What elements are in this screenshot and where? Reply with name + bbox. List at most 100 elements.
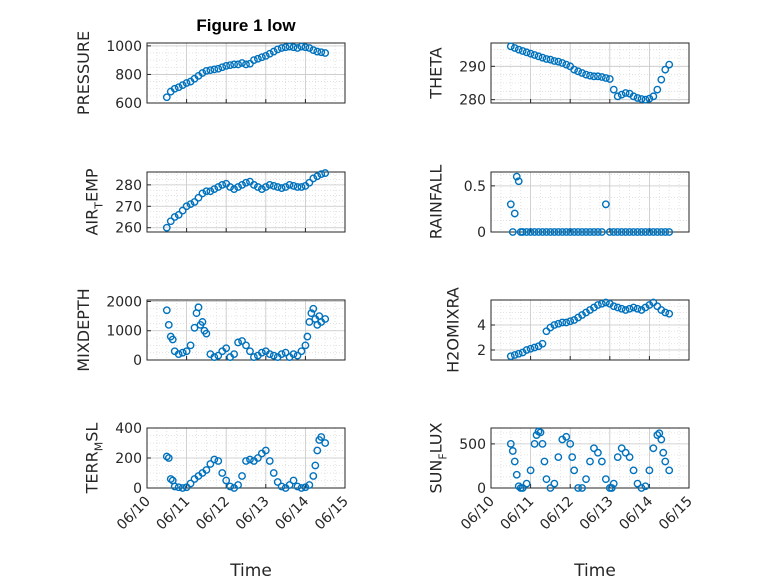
y-axis-label: SUNFLUX bbox=[427, 422, 450, 493]
data-point bbox=[661, 228, 670, 236]
data-point bbox=[558, 318, 567, 327]
data-point bbox=[238, 59, 246, 67]
data-point bbox=[253, 54, 262, 63]
x-tick-label: 06/10 bbox=[114, 494, 154, 534]
data-point bbox=[645, 94, 654, 103]
y-axis-label: PRESSURE bbox=[74, 31, 93, 115]
data-point bbox=[518, 228, 527, 236]
y-tick-label: 1000 bbox=[106, 39, 142, 55]
data-point bbox=[578, 484, 586, 492]
x-tick-label: 06/13 bbox=[577, 494, 617, 534]
data-point bbox=[246, 59, 254, 68]
data-point bbox=[534, 52, 543, 61]
data-point bbox=[206, 66, 215, 75]
data-point bbox=[582, 70, 590, 79]
data-point bbox=[514, 349, 523, 358]
data-point bbox=[649, 444, 658, 453]
data-point bbox=[601, 298, 610, 307]
data-point bbox=[293, 351, 302, 360]
axes-box bbox=[490, 427, 690, 489]
data-point bbox=[542, 228, 551, 236]
data-point bbox=[554, 319, 563, 328]
data-point bbox=[313, 172, 322, 181]
data-point bbox=[657, 75, 666, 84]
data-point bbox=[261, 446, 270, 455]
x-tick-label: 06/13 bbox=[233, 494, 273, 534]
data-point bbox=[594, 448, 602, 457]
x-axis-label: Time bbox=[229, 561, 272, 581]
axes-box bbox=[146, 171, 346, 233]
data-point bbox=[510, 44, 519, 52]
data-point bbox=[265, 350, 274, 359]
data-point bbox=[621, 448, 630, 457]
data-point bbox=[597, 299, 606, 308]
data-point bbox=[542, 55, 551, 63]
data-point bbox=[512, 470, 521, 479]
data-point bbox=[629, 303, 638, 312]
data-point bbox=[321, 49, 330, 57]
data-point bbox=[186, 479, 195, 488]
data-point bbox=[657, 435, 666, 444]
y-tick-label: 500 bbox=[459, 437, 486, 453]
data-point bbox=[554, 228, 563, 236]
data-point bbox=[609, 302, 618, 311]
data-point bbox=[526, 466, 535, 475]
data-point bbox=[226, 61, 235, 70]
data-point bbox=[202, 466, 211, 474]
data-point bbox=[661, 65, 670, 74]
data-point bbox=[321, 169, 330, 177]
data-point bbox=[250, 180, 258, 189]
data-point bbox=[653, 228, 662, 236]
data-point bbox=[633, 304, 642, 313]
data-point bbox=[542, 475, 551, 484]
data-point bbox=[317, 433, 326, 441]
data-point bbox=[566, 439, 575, 448]
data-point bbox=[202, 329, 211, 338]
data-point bbox=[594, 72, 602, 81]
data-point bbox=[570, 228, 579, 236]
axes-box bbox=[490, 42, 690, 104]
data-point bbox=[297, 484, 306, 492]
data-point bbox=[273, 478, 282, 486]
y-tick-label: 0 bbox=[133, 353, 142, 369]
data-point bbox=[305, 318, 314, 326]
data-point bbox=[214, 457, 223, 465]
x-tick-label: 06/12 bbox=[193, 494, 233, 534]
data-point bbox=[297, 183, 306, 191]
data-point bbox=[253, 183, 262, 191]
data-point bbox=[605, 75, 614, 83]
data-point bbox=[190, 323, 199, 332]
data-point bbox=[590, 72, 598, 81]
data-point bbox=[265, 457, 274, 465]
data-point bbox=[506, 352, 515, 361]
data-point bbox=[568, 453, 577, 462]
data-point bbox=[617, 228, 626, 236]
data-point bbox=[230, 350, 239, 359]
x-tick-label: 06/10 bbox=[458, 494, 498, 534]
data-point bbox=[526, 49, 535, 58]
data-point bbox=[613, 92, 622, 101]
data-point bbox=[198, 189, 207, 198]
data-point bbox=[162, 93, 171, 102]
data-point bbox=[190, 198, 199, 206]
data-point bbox=[536, 428, 545, 437]
data-point bbox=[297, 347, 306, 356]
data-point bbox=[653, 431, 662, 439]
data-point bbox=[321, 439, 330, 447]
data-point bbox=[621, 228, 630, 236]
y-tick-label: 0.5 bbox=[464, 179, 486, 195]
x-tick-label: 06/15 bbox=[312, 494, 352, 534]
y-axis-label: THETA bbox=[427, 47, 446, 99]
axes-box bbox=[490, 171, 690, 233]
data-point bbox=[665, 60, 674, 69]
y-tick-label: 290 bbox=[459, 59, 486, 75]
data-point bbox=[317, 170, 326, 179]
data-point bbox=[594, 228, 602, 236]
data-point bbox=[617, 304, 626, 313]
data-point bbox=[526, 228, 535, 236]
data-point bbox=[597, 457, 606, 466]
data-point bbox=[514, 45, 523, 54]
data-point bbox=[661, 308, 670, 317]
data-point bbox=[162, 452, 171, 461]
